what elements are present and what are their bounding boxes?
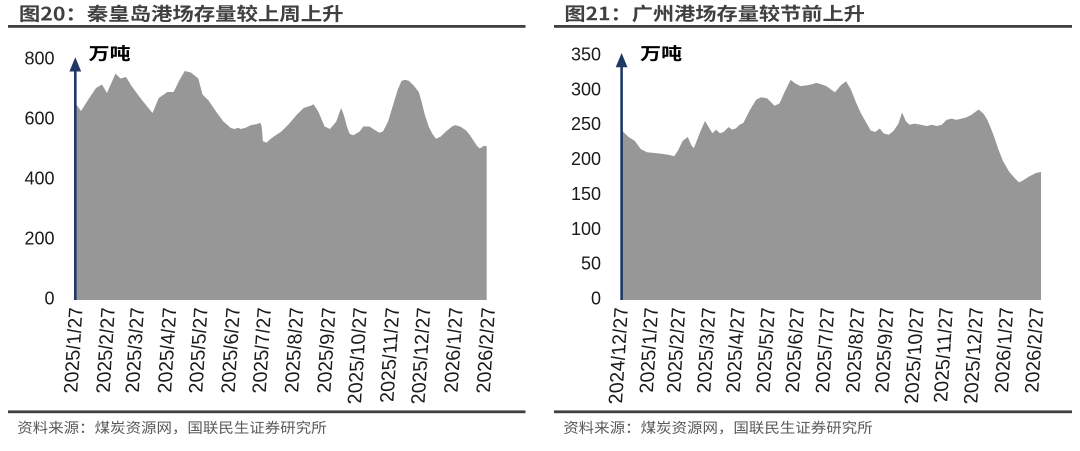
svg-text:50: 50 [581,254,601,274]
svg-text:2025/12/27: 2025/12/27 [408,306,436,405]
svg-text:2025/11/27: 2025/11/27 [930,306,958,404]
svg-text:200: 200 [24,229,54,249]
svg-text:2025/7/27: 2025/7/27 [249,306,276,395]
svg-text:2025/10/27: 2025/10/27 [901,306,929,405]
svg-text:800: 800 [24,49,54,69]
svg-text:2025/7/27: 2025/7/27 [812,306,839,395]
svg-text:2026/1/27: 2026/1/27 [440,306,467,395]
svg-text:600: 600 [24,109,54,129]
svg-text:400: 400 [24,169,54,189]
svg-text:2025/9/27: 2025/9/27 [313,306,340,395]
svg-text:2025/11/27: 2025/11/27 [376,306,404,404]
svg-text:2026/1/27: 2026/1/27 [991,306,1018,395]
svg-text:2025/2/27: 2025/2/27 [93,306,120,395]
svg-text:2025/3/27: 2025/3/27 [693,306,720,395]
svg-text:2025/12/27: 2025/12/27 [960,306,988,405]
svg-text:100: 100 [571,219,601,239]
svg-text:2025/5/27: 2025/5/27 [185,306,212,395]
svg-text:2025/4/27: 2025/4/27 [154,306,181,395]
svg-text:200: 200 [571,149,601,169]
svg-text:2025/9/27: 2025/9/27 [871,306,898,395]
svg-text:250: 250 [571,114,601,134]
svg-text:2025/6/27: 2025/6/27 [782,306,809,395]
svg-text:2025/10/27: 2025/10/27 [344,306,372,405]
svg-text:2025/8/27: 2025/8/27 [281,306,308,395]
svg-text:300: 300 [571,79,601,99]
svg-text:2025/4/27: 2025/4/27 [722,306,749,395]
svg-text:2025/2/27: 2025/2/27 [663,306,690,395]
svg-text:2025/5/27: 2025/5/27 [753,306,780,395]
svg-text:2025/1/27: 2025/1/27 [636,306,663,395]
svg-text:2026/2/27: 2026/2/27 [1021,306,1048,395]
svg-text:2025/3/27: 2025/3/27 [122,306,149,395]
svg-text:2025/1/27: 2025/1/27 [60,306,87,395]
svg-text:0: 0 [44,289,54,309]
svg-text:2025/8/27: 2025/8/27 [842,306,869,395]
svg-text:350: 350 [571,45,601,65]
svg-text:2026/2/27: 2026/2/27 [473,306,500,395]
svg-text:0: 0 [591,289,601,309]
svg-text:2025/6/27: 2025/6/27 [218,306,245,395]
svg-text:2024/12/27: 2024/12/27 [605,306,633,405]
svg-text:150: 150 [571,184,601,204]
